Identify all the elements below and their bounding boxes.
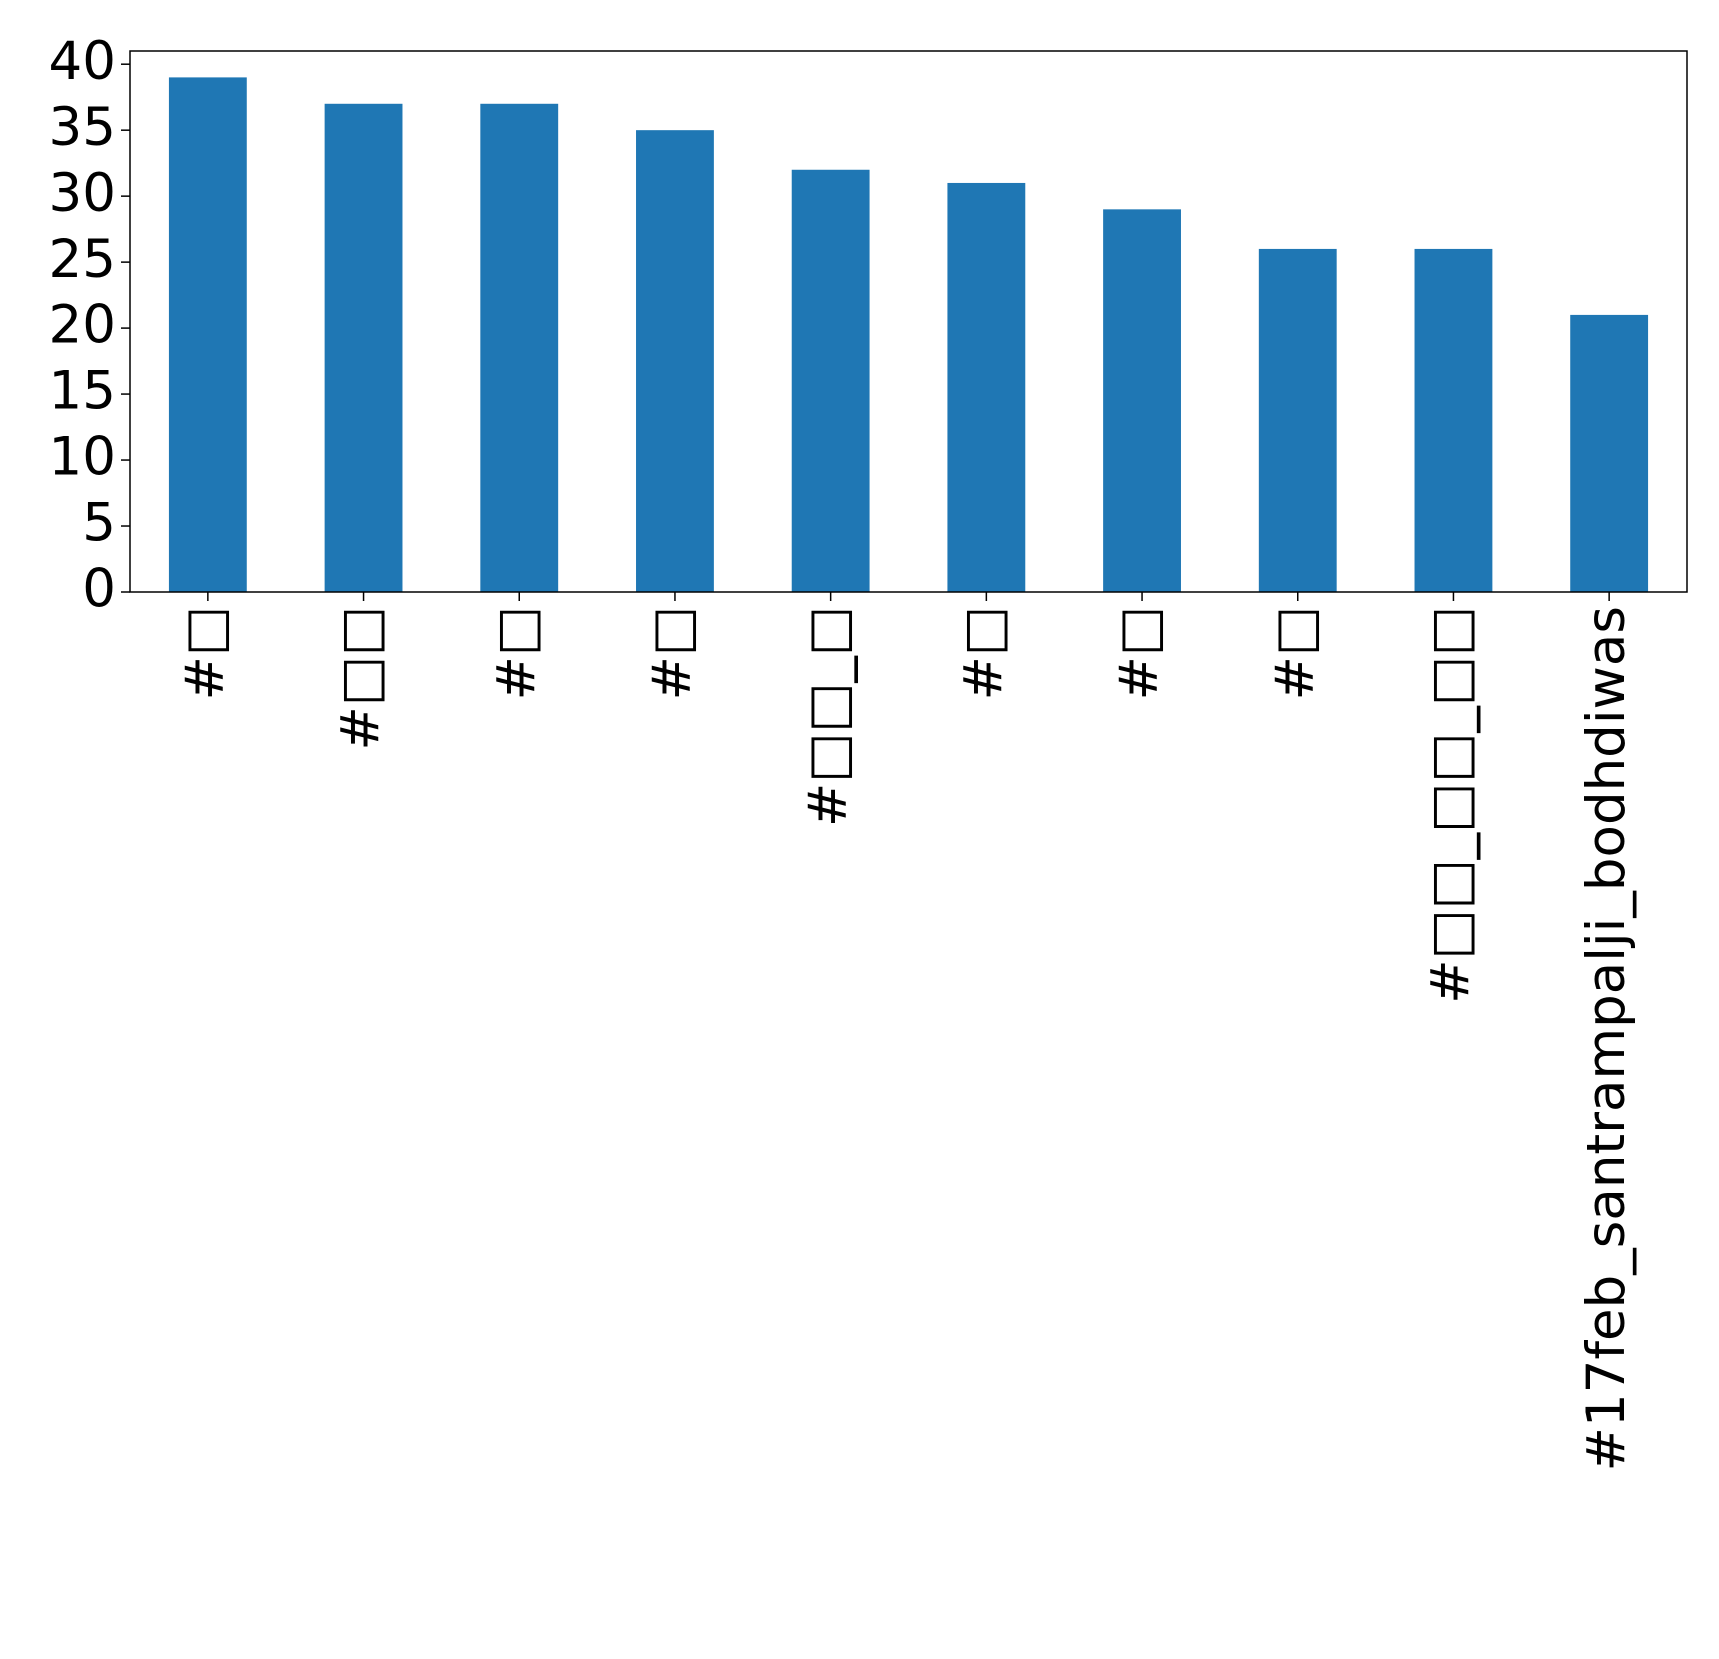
bar <box>1258 248 1337 593</box>
x-tick-label: #□□_□□_□□ <box>1420 606 1481 1004</box>
bar <box>1103 209 1181 592</box>
y-tick-label: 15 <box>49 361 116 422</box>
y-tick-label: 5 <box>82 493 116 554</box>
bar <box>168 77 247 592</box>
bar <box>324 103 403 592</box>
y-tick-label: 20 <box>49 295 116 356</box>
y-tick-label: 40 <box>49 31 116 92</box>
x-tick-label: #□ <box>1264 606 1325 700</box>
y-tick-label: 30 <box>49 163 116 224</box>
x-tick-label: #□ <box>1109 606 1170 700</box>
x-tick-label: #□ <box>642 606 703 700</box>
x-tick-label: #17feb_santrampalji_bodhdiwas <box>1576 606 1637 1472</box>
y-tick-label: 0 <box>82 559 116 620</box>
bar <box>636 130 714 593</box>
plot-frame <box>129 50 1688 593</box>
x-tick-label: #□ <box>953 606 1014 700</box>
x-tick-label: #□□_□ <box>797 606 858 827</box>
bar <box>791 169 870 592</box>
bar <box>1414 248 1493 593</box>
bar <box>947 182 1026 592</box>
bar <box>480 103 559 592</box>
x-tick-label: #□ <box>174 606 235 700</box>
y-tick-label: 25 <box>49 229 116 290</box>
bar <box>1570 314 1649 592</box>
y-tick-label: 35 <box>49 97 116 158</box>
y-tick-label: 10 <box>49 427 116 488</box>
x-tick-label: #□□ <box>330 606 391 751</box>
x-tick-label: #□ <box>486 606 547 700</box>
